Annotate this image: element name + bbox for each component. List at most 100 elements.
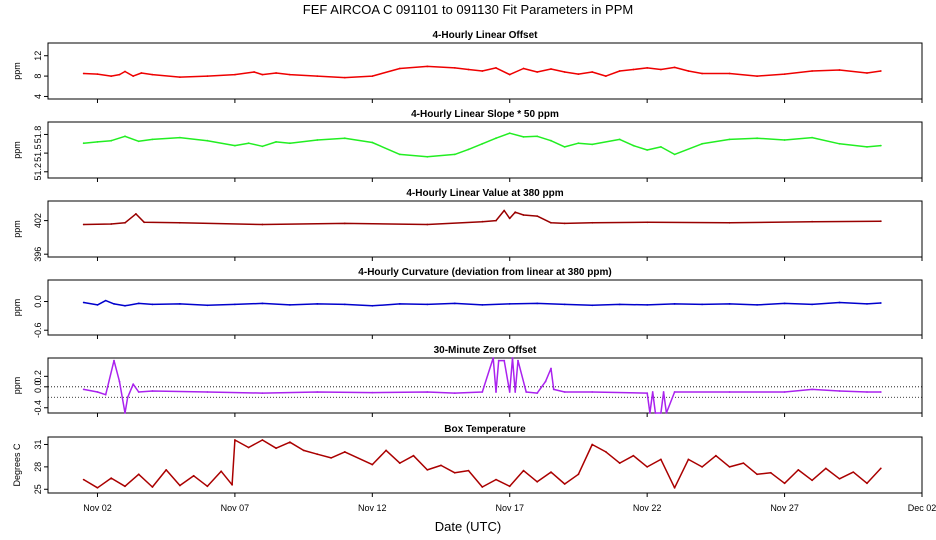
data-point-temperature: [660, 458, 662, 461]
y-tick-label: 0.0: [33, 295, 43, 308]
data-point-curvature: [316, 303, 319, 305]
data-point-zero: [591, 391, 594, 393]
data-point-offset: [453, 67, 456, 69]
data-point-temperature: [440, 464, 442, 467]
data-point-temperature: [137, 473, 140, 476]
data-point-zero: [662, 391, 665, 393]
data-point-slope: [591, 143, 594, 146]
x-axis-label: Date (UTC): [435, 519, 501, 534]
data-point-curvature: [756, 304, 758, 306]
panel-frame: [47, 436, 923, 494]
panel-frame: [47, 200, 923, 258]
data-point-slope: [151, 138, 154, 141]
data-point-temperature: [728, 466, 731, 468]
data-point-temperature: [769, 471, 772, 474]
data-point-offset: [879, 70, 882, 72]
data-point-offset: [371, 75, 374, 77]
data-point-offset: [838, 69, 841, 71]
data-point-curvature: [728, 303, 731, 305]
data-point-slope: [673, 153, 676, 156]
panel-title: Box Temperature: [444, 424, 526, 435]
data-point-zero: [665, 412, 668, 414]
data-point-curvature: [811, 303, 813, 306]
data-point-temperature: [275, 447, 277, 450]
data-point-zero: [517, 359, 519, 362]
series-line-slope: [83, 132, 881, 158]
y-tick-label: 51.8: [33, 126, 43, 144]
data-point-value: [343, 222, 346, 225]
y-axis-label: ppm: [12, 141, 22, 159]
data-point-slope: [247, 142, 250, 145]
panel-zero: 30-Minute Zero Offset -0.4 0.00.2 ppm: [12, 345, 923, 417]
data-point-temperature: [701, 466, 703, 468]
data-point-temperature: [192, 474, 195, 477]
data-point-temperature: [605, 451, 607, 453]
data-point-curvature: [137, 302, 140, 305]
x-tick-label: Nov 12: [358, 503, 387, 513]
data-point-curvature: [838, 301, 841, 304]
data-point-slope: [701, 142, 703, 145]
data-point-value: [728, 221, 731, 224]
data-point-slope: [660, 146, 662, 148]
data-point-temperature: [165, 469, 168, 471]
data-point-zero: [783, 391, 786, 393]
y-axis-label: Degrees C: [12, 443, 22, 487]
data-point-curvature: [82, 301, 85, 304]
panel-title: 4-Hourly Linear Value at 380 ppm: [406, 188, 563, 199]
data-point-slope: [453, 153, 456, 156]
data-point-zero: [536, 392, 539, 394]
data-point-zero: [497, 359, 500, 362]
data-point-offset: [179, 76, 181, 78]
data-point-zero: [552, 388, 555, 391]
data-point-value: [481, 220, 484, 223]
data-point-zero: [811, 388, 813, 391]
y-tick-label: 8: [33, 74, 43, 79]
data-point-value: [143, 221, 146, 224]
data-point-offset: [687, 70, 690, 72]
data-point-temperature: [179, 484, 181, 487]
data-point-temperature: [124, 485, 126, 488]
data-point-curvature: [261, 302, 264, 305]
data-point-zero: [82, 388, 85, 391]
x-tick-label: Nov 02: [83, 503, 112, 513]
panel-curvature: 4-Hourly Curvature (deviation from linea…: [12, 267, 923, 339]
data-point-curvature: [701, 303, 703, 306]
data-point-offset: [289, 73, 291, 76]
data-point-offset: [646, 67, 649, 69]
data-point-zero: [654, 412, 657, 414]
data-point-temperature: [206, 485, 209, 488]
series-line-offset: [83, 65, 881, 79]
data-point-slope: [289, 142, 291, 145]
data-point-curvature: [879, 302, 882, 304]
panel-temperature: Box Temperature 25 28 31 Degrees C: [12, 424, 923, 497]
data-point-curvature: [591, 304, 594, 307]
data-point-slope: [179, 136, 181, 139]
data-point-temperature: [495, 478, 497, 481]
data-point-offset: [316, 75, 319, 77]
data-point-zero: [126, 396, 129, 399]
data-point-slope: [481, 142, 484, 145]
data-point-value: [135, 213, 137, 215]
data-point-zero: [492, 357, 495, 359]
data-point-value: [261, 223, 264, 226]
panel-title: 4-Hourly Linear Offset: [432, 30, 538, 41]
data-point-temperature: [687, 458, 690, 461]
y-tick-label: 31: [33, 439, 43, 449]
data-point-offset: [140, 72, 143, 74]
data-point-zero: [660, 412, 662, 414]
data-point-curvature: [124, 304, 126, 307]
data-point-offset: [343, 76, 346, 79]
data-point-zero: [206, 391, 209, 393]
data-point-zero: [508, 391, 511, 393]
data-point-temperature: [82, 478, 85, 481]
y-tick-label: 396: [33, 247, 43, 262]
data-point-temperature: [261, 439, 264, 441]
data-point-temperature: [715, 454, 717, 457]
data-point-temperature: [371, 463, 374, 466]
data-point-temperature: [151, 486, 154, 488]
data-point-temperature: [247, 446, 250, 449]
data-point-value: [563, 222, 566, 225]
panel-title: 4-Hourly Curvature (deviation from linea…: [358, 267, 611, 278]
data-point-offset: [467, 68, 470, 71]
data-point-zero: [426, 391, 429, 393]
